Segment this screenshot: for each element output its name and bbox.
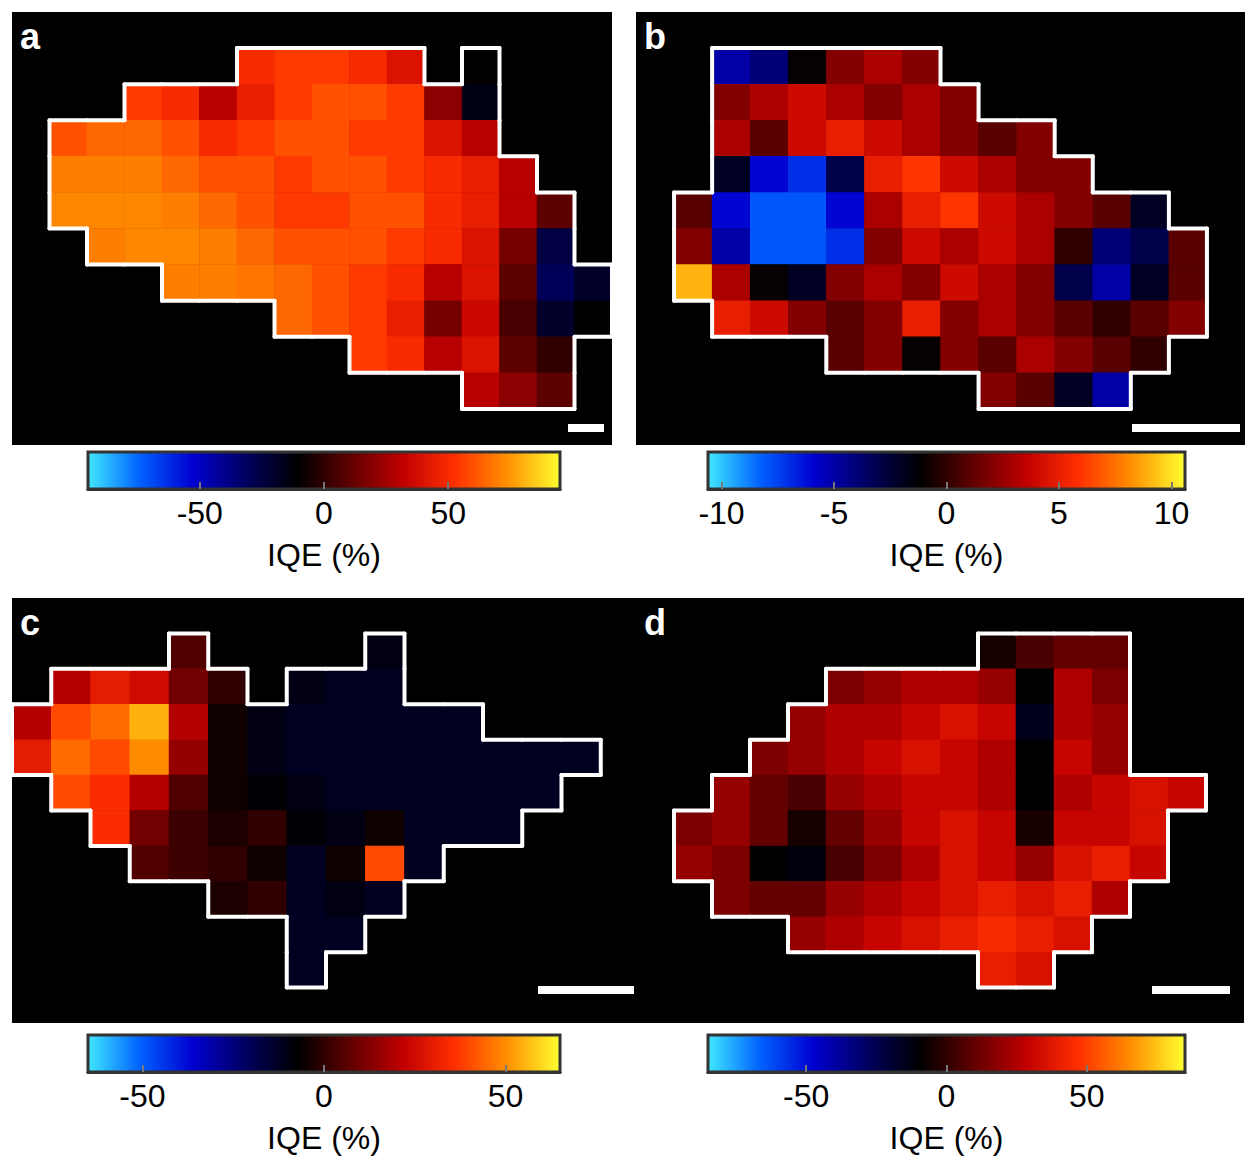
svg-text:50: 50 [430, 495, 466, 531]
svg-text:-5: -5 [820, 495, 848, 531]
svg-text:5: 5 [1050, 495, 1068, 531]
svg-text:IQE (%): IQE (%) [890, 1120, 1004, 1156]
svg-text:c: c [20, 602, 40, 643]
svg-text:-50: -50 [119, 1078, 165, 1114]
svg-text:50: 50 [1069, 1078, 1105, 1114]
svg-text:d: d [644, 602, 666, 643]
svg-text:-50: -50 [177, 495, 223, 531]
svg-text:-10: -10 [698, 495, 744, 531]
svg-text:IQE (%): IQE (%) [890, 537, 1004, 573]
svg-text:b: b [644, 16, 666, 57]
svg-text:0: 0 [938, 495, 956, 531]
svg-text:0: 0 [315, 1078, 333, 1114]
svg-text:a: a [20, 16, 41, 57]
svg-text:IQE (%): IQE (%) [267, 537, 381, 573]
svg-text:10: 10 [1154, 495, 1190, 531]
svg-text:-50: -50 [783, 1078, 829, 1114]
svg-text:50: 50 [488, 1078, 524, 1114]
svg-text:0: 0 [315, 495, 333, 531]
svg-text:IQE (%): IQE (%) [267, 1120, 381, 1156]
svg-text:0: 0 [938, 1078, 956, 1114]
